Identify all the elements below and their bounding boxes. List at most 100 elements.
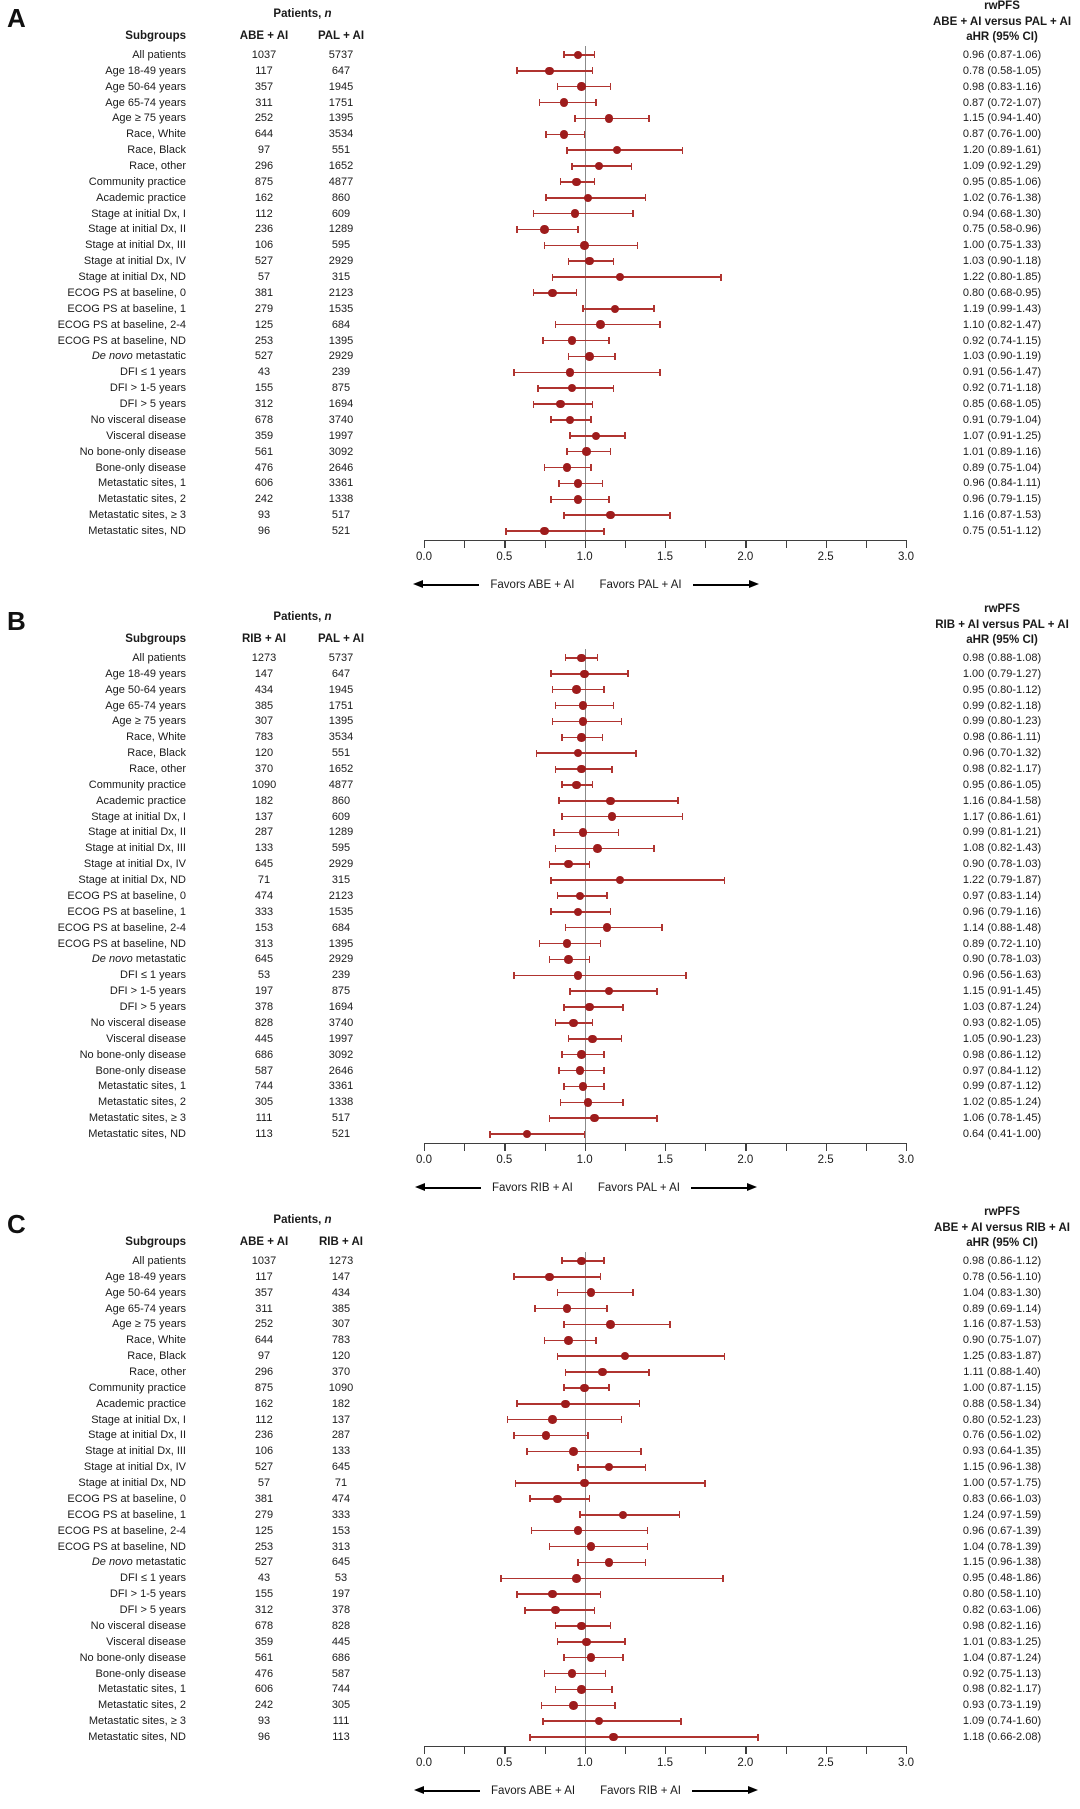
hr-marker	[607, 812, 617, 821]
n-arm2: 1338	[328, 493, 354, 506]
axis-tick	[624, 1143, 627, 1151]
ci-cap-high	[644, 1558, 647, 1566]
ci-cap-low	[548, 1114, 551, 1122]
ci-cap-low	[561, 733, 563, 741]
subgroup-label: Bone-only disease	[95, 1667, 186, 1680]
panel-letter: A	[7, 3, 26, 33]
n-arm1: 253	[254, 334, 274, 347]
ci-cap-low	[516, 225, 518, 233]
ci-cap-low	[567, 1035, 570, 1043]
forest-row-plot	[424, 428, 906, 444]
ci-line	[544, 244, 638, 247]
forest-row-plot	[424, 301, 906, 317]
subgroup-label: ECOG PS at baseline, ND	[57, 1540, 186, 1553]
ci-cap-high	[757, 1733, 759, 1741]
ci-line	[579, 1514, 680, 1516]
subgroup-label: Age 65-74 years	[105, 699, 186, 712]
n-arm2: 521	[331, 1128, 351, 1141]
n-arm2: 1273	[328, 1254, 354, 1267]
forest-row-plot	[424, 444, 906, 460]
subgroup-label: Age ≥ 75 years	[112, 1318, 186, 1331]
table-row: All patients 1037 1273 0.98 (0.86-1.12)	[0, 1253, 1080, 1269]
n-arm1: 242	[254, 493, 274, 506]
hr-marker	[577, 653, 586, 663]
hr-ci-label: 0.92 (0.71-1.18)	[962, 382, 1042, 395]
subgroup-label: Community practice	[88, 778, 186, 791]
hr-marker	[594, 1716, 604, 1726]
hr-marker	[569, 1018, 578, 1028]
subgroup-label: DFI > 1-5 years	[109, 382, 186, 395]
subgroup-label: Age 18-49 years	[105, 64, 186, 77]
hr-ci-label: 1.07 (0.91-1.25)	[962, 429, 1042, 442]
ci-cap-low	[558, 1067, 560, 1075]
n-arm2: 1751	[328, 96, 354, 109]
hr-ci-label: 0.80 (0.52-1.23)	[962, 1413, 1042, 1426]
ci-cap-low	[529, 1495, 531, 1503]
forest-row-plot	[424, 793, 906, 809]
table-row: Age 65-74 years 311 385 0.89 (0.69-1.14)	[0, 1301, 1080, 1317]
n-arm1: 162	[254, 191, 274, 204]
column-header-arm2: PAL + AI	[317, 633, 365, 645]
n-arm2: 595	[331, 842, 351, 855]
forest-row-plot	[424, 412, 906, 428]
ci-cap-high	[617, 828, 620, 836]
subgroup-label: Race, White	[126, 731, 186, 744]
forest-row-plot	[424, 1031, 906, 1047]
ci-cap-low	[563, 511, 565, 519]
ci-cap-high	[599, 1590, 602, 1598]
ci-line	[513, 1276, 601, 1278]
hr-marker	[583, 193, 593, 202]
hr-marker	[570, 209, 580, 218]
axis-tick	[865, 1746, 868, 1754]
hr-ci-label: 1.10 (0.82-1.47)	[962, 318, 1042, 331]
subgroup-label: Race, other	[129, 1366, 186, 1378]
axis-tick-label: 3.0	[898, 551, 914, 563]
subgroup-label: Metastatic sites, 1	[97, 1080, 186, 1093]
hr-marker	[578, 717, 588, 726]
n-arm1: 385	[254, 699, 274, 712]
ci-cap-high	[612, 702, 615, 710]
n-arm1: 378	[254, 1001, 274, 1014]
forest-row-plot	[424, 713, 906, 729]
table-row: Bone-only disease 476 2646 0.89 (0.75-1.04)	[0, 460, 1080, 476]
forest-row-plot	[424, 460, 906, 476]
ci-cap-low	[532, 400, 534, 408]
hr-ci-label: 0.99 (0.87-1.12)	[962, 1080, 1042, 1093]
n-arm1: 359	[254, 429, 274, 442]
ci-cap-high	[681, 146, 684, 154]
subgroup-label: DFI ≤ 1 years	[120, 366, 186, 379]
subgroup-label: All patients	[132, 651, 186, 664]
table-row: Bone-only disease 476 587 0.92 (0.75-1.13)	[0, 1666, 1080, 1682]
table-row: No bone-only disease 686 3092 0.98 (0.86-1.…	[0, 1047, 1080, 1063]
ci-line	[570, 990, 657, 992]
forest-row-plot	[424, 523, 906, 539]
n-arm1: 117	[255, 1270, 273, 1283]
hr-ci-label: 1.04 (0.78-1.39)	[962, 1540, 1042, 1553]
hr-ci-label: 0.76 (0.56-1.02)	[962, 1429, 1042, 1442]
table-row: Stage at initial Dx, ND 71 315 1.22 (0.79-1…	[0, 872, 1080, 888]
n-arm1: 155	[254, 382, 274, 395]
hr-ci-label: 0.96 (0.87-1.06)	[962, 48, 1042, 61]
table-row: Age 65-74 years 385 1751 0.99 (0.82-1.18)	[0, 698, 1080, 714]
forest-row-plot	[424, 1459, 906, 1475]
ci-cap-high	[593, 51, 596, 59]
ci-cap-high	[596, 654, 599, 662]
axis-tick	[424, 1746, 426, 1754]
arrow-right-icon	[691, 1183, 757, 1193]
n-arm1: 93	[257, 1715, 271, 1728]
n-arm2: 1652	[328, 763, 354, 775]
ci-cap-low	[550, 670, 552, 678]
n-arm2: 3740	[328, 413, 354, 426]
subgroup-label: Visceral disease	[106, 1032, 186, 1045]
forest-row-plot	[424, 1713, 906, 1729]
n-arm1: 527	[254, 1556, 274, 1569]
table-row: Metastatic sites, 2 242 305 0.93 (0.73-1.19…	[0, 1697, 1080, 1713]
table-row: DFI ≤ 1 years 53 239 0.96 (0.56-1.63)	[0, 967, 1080, 983]
forest-row-plot	[424, 63, 906, 79]
table-row: Race, White 783 3534 0.98 (0.86-1.11)	[0, 729, 1080, 745]
ci-cap-low	[538, 99, 541, 107]
subgroup-label: Stage at initial Dx, II	[88, 826, 186, 839]
hr-ci-label: 0.95 (0.85-1.06)	[962, 175, 1042, 188]
table-row: De novo metastatic 527 2929 1.03 (0.90-1.19…	[0, 349, 1080, 365]
n-arm1: 678	[254, 1619, 274, 1632]
